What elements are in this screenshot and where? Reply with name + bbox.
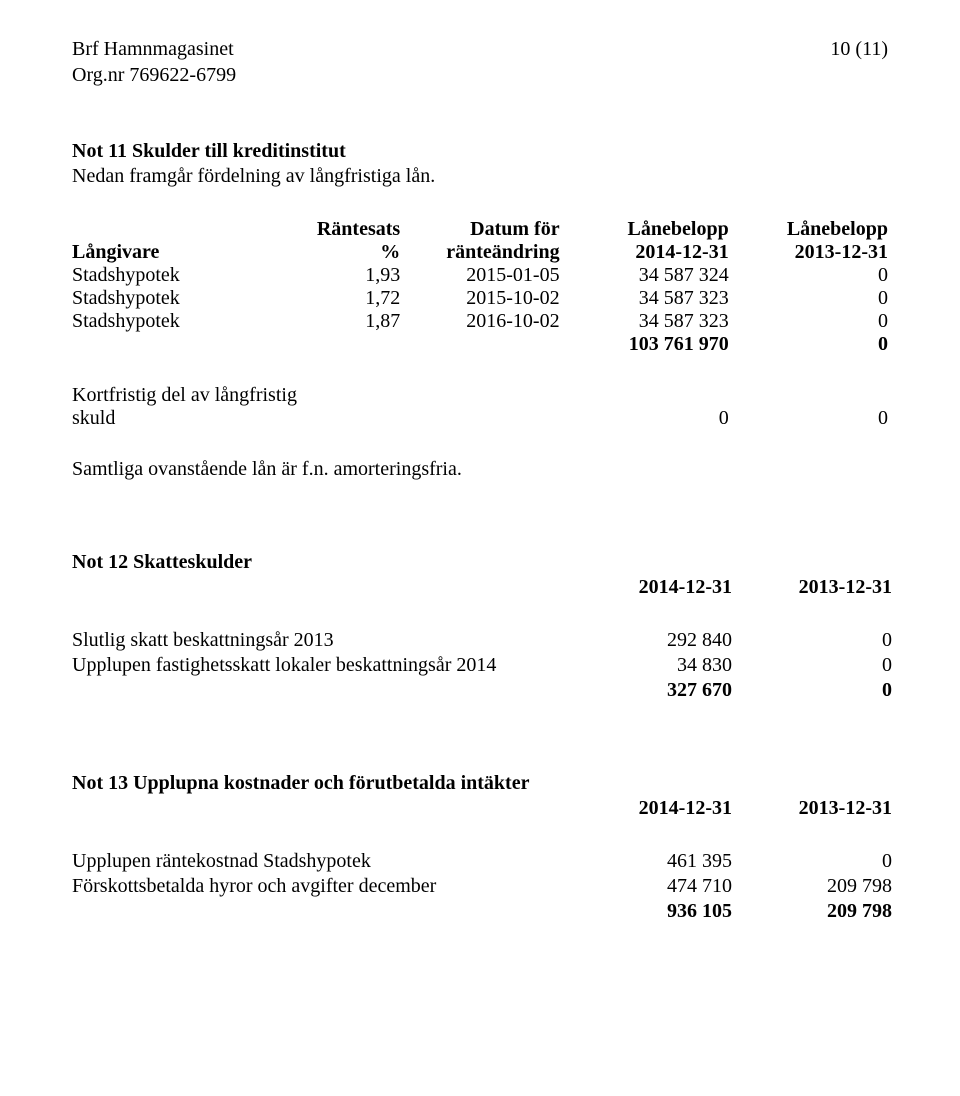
cell-date: 2016-10-02 [400, 310, 559, 333]
not13-columns: 2014-12-31 2013-12-31 [72, 797, 888, 820]
hdr-amt1-bot: 2014-12-31 [560, 241, 729, 264]
not12-title: Not 12 Skatteskulder [72, 551, 888, 574]
row-c1: 292 840 [562, 629, 732, 652]
page-header: Brf Hamnmagasinet Org.nr 769622-6799 10 … [72, 36, 888, 88]
loans-header-bottom: Långivare % ränteändring 2014-12-31 2013… [72, 241, 888, 264]
not12-section: Not 12 Skatteskulder 2014-12-31 2013-12-… [72, 551, 888, 702]
not13-total-row: 936 105 209 798 [72, 900, 888, 923]
not13-title: Not 13 Upplupna kostnader och förutbetal… [72, 772, 888, 795]
hdr-date-bot: ränteändring [400, 241, 559, 264]
cell-rate: 1,93 [261, 264, 400, 287]
not13-col2: 2013-12-31 [732, 797, 892, 820]
hdr-amt1-top: Lånebelopp [560, 218, 729, 241]
kf-label-line1: Kortfristig del av långfristig [72, 384, 888, 407]
table-row: Stadshypotek 1,72 2015-10-02 34 587 323 … [72, 287, 888, 310]
table-row: Förskottsbetalda hyror och avgifter dece… [72, 875, 888, 898]
table-row: Upplupen fastighetsskatt lokaler beskatt… [72, 654, 888, 677]
kf-label-line2: skuld [72, 407, 560, 430]
hdr-date-top: Datum för [400, 218, 559, 241]
row-label: Förskottsbetalda hyror och avgifter dece… [72, 875, 562, 898]
cell-rate: 1,87 [261, 310, 400, 333]
not12-columns: 2014-12-31 2013-12-31 [72, 576, 888, 599]
hdr-rate-top: Räntesats [261, 218, 400, 241]
cell-date: 2015-10-02 [400, 287, 559, 310]
not11-title: Not 11 Skulder till kreditinstitut [72, 140, 888, 163]
cell-rate: 1,72 [261, 287, 400, 310]
kf-value-1: 0 [560, 407, 729, 430]
hdr-amt2-bot: 2013-12-31 [729, 241, 888, 264]
cell-amt2: 0 [729, 287, 888, 310]
cell-amt1: 34 587 323 [560, 310, 729, 333]
cell-lender: Stadshypotek [72, 287, 261, 310]
header-left: Brf Hamnmagasinet Org.nr 769622-6799 [72, 36, 236, 88]
table-row: Stadshypotek 1,87 2016-10-02 34 587 323 … [72, 310, 888, 333]
short-term-portion: Kortfristig del av långfristig skuld 0 0 [72, 384, 888, 430]
hdr-rate-bot: % [261, 241, 400, 264]
not12-col2: 2013-12-31 [732, 576, 892, 599]
not13-section: Not 13 Upplupna kostnader och förutbetal… [72, 772, 888, 923]
not12-total-row: 327 670 0 [72, 679, 888, 702]
cell-amt1: 34 587 324 [560, 264, 729, 287]
table-row: Stadshypotek 1,93 2015-01-05 34 587 324 … [72, 264, 888, 287]
row-label: Upplupen räntekostnad Stadshypotek [72, 850, 562, 873]
page: Brf Hamnmagasinet Org.nr 769622-6799 10 … [0, 0, 960, 1096]
row-c2: 0 [732, 629, 892, 652]
hdr-amt2-top: Lånebelopp [729, 218, 888, 241]
loans-header-top: Räntesats Datum för Lånebelopp Lånebelop… [72, 218, 888, 241]
not12-total-c1: 327 670 [562, 679, 732, 702]
table-row: Slutlig skatt beskattningsår 2013 292 84… [72, 629, 888, 652]
loans-total-row: 103 761 970 0 [72, 333, 888, 356]
not11-subline: Nedan framgår fördelning av långfristiga… [72, 165, 888, 188]
page-number: 10 (11) [830, 36, 888, 88]
cell-amt2: 0 [729, 310, 888, 333]
cell-amt1: 34 587 323 [560, 287, 729, 310]
row-c1: 34 830 [562, 654, 732, 677]
row-c2: 0 [732, 850, 892, 873]
loans-table: Räntesats Datum för Lånebelopp Lånebelop… [72, 218, 888, 356]
row-c1: 461 395 [562, 850, 732, 873]
org-name: Brf Hamnmagasinet [72, 36, 236, 62]
hdr-lender: Långivare [72, 241, 261, 264]
cell-lender: Stadshypotek [72, 310, 261, 333]
cell-date: 2015-01-05 [400, 264, 559, 287]
cell-lender: Stadshypotek [72, 264, 261, 287]
not13-total-c1: 936 105 [562, 900, 732, 923]
row-label: Slutlig skatt beskattningsår 2013 [72, 629, 562, 652]
total-amt1: 103 761 970 [560, 333, 729, 356]
cell-amt2: 0 [729, 264, 888, 287]
row-c2: 209 798 [732, 875, 892, 898]
row-c2: 0 [732, 654, 892, 677]
not13-col1: 2014-12-31 [562, 797, 732, 820]
kf-value-2: 0 [729, 407, 888, 430]
not12-col1: 2014-12-31 [562, 576, 732, 599]
row-c1: 474 710 [562, 875, 732, 898]
total-amt2: 0 [729, 333, 888, 356]
table-row: Upplupen räntekostnad Stadshypotek 461 3… [72, 850, 888, 873]
amortization-note: Samtliga ovanstående lån är f.n. amorter… [72, 458, 888, 481]
not12-total-c2: 0 [732, 679, 892, 702]
not13-total-c2: 209 798 [732, 900, 892, 923]
row-label: Upplupen fastighetsskatt lokaler beskatt… [72, 654, 562, 677]
org-number: Org.nr 769622-6799 [72, 62, 236, 88]
